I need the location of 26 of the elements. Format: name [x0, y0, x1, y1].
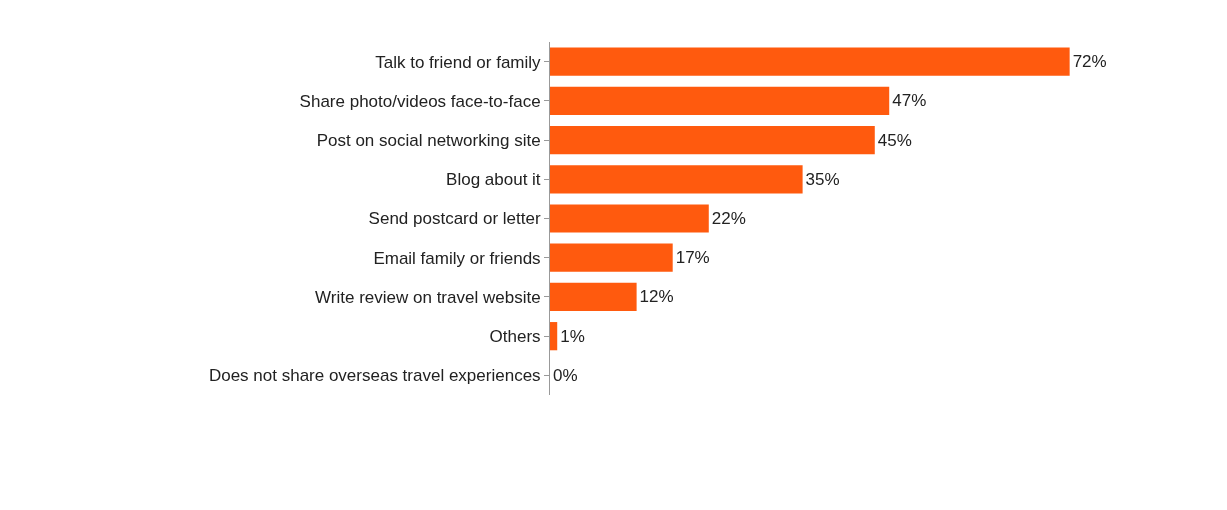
data-label: 0%: [553, 365, 578, 385]
bar: [550, 322, 558, 351]
y-tick-label: Send postcard or letter: [368, 209, 541, 229]
data-label: 1%: [560, 326, 585, 346]
y-tick-label: Others: [489, 327, 541, 347]
bar: [550, 282, 637, 312]
y-tick-label: Talk to friend or family: [375, 52, 542, 72]
data-label: 47%: [892, 91, 927, 111]
bar: [550, 125, 875, 155]
y-tick-label: Does not share overseas travel experiences: [208, 366, 541, 386]
bar: [550, 243, 673, 272]
y-tick-label: Post on social networking site: [316, 131, 541, 151]
data-label: 12%: [639, 287, 674, 307]
data-label: 45%: [877, 130, 912, 150]
y-tick-label: Share photo/videos face-to-face: [299, 91, 541, 111]
bar: [550, 165, 803, 194]
bar: [550, 47, 1070, 76]
y-tick-label: Blog about it: [446, 170, 541, 190]
bar: [550, 204, 709, 233]
y-tick-label: Email family or friends: [373, 248, 541, 268]
data-label: 17%: [675, 248, 710, 268]
data-label: 22%: [711, 209, 746, 228]
bar: [550, 86, 890, 115]
y-tick-label: Write review on travel website: [315, 287, 541, 307]
data-label: 35%: [805, 169, 840, 189]
data-label: 72%: [1072, 52, 1107, 72]
